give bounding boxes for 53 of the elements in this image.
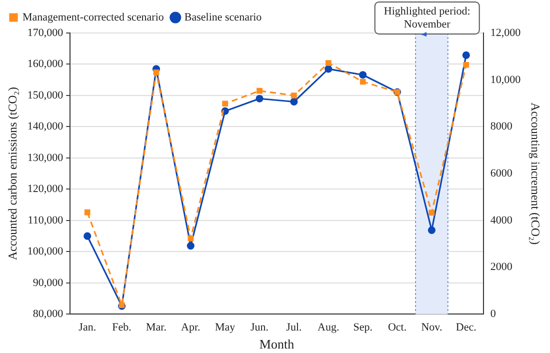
y2-tick-label: 2000 xyxy=(490,261,513,274)
text: Highlighted period: November xyxy=(384,5,470,30)
y-tick-label: 130,000 xyxy=(27,152,64,164)
x-tick-label: Sep. xyxy=(353,322,373,334)
x-tick-label: Apr. xyxy=(181,322,201,334)
point xyxy=(463,62,470,68)
y-tick-label: 110,000 xyxy=(28,214,64,226)
point xyxy=(359,71,367,79)
y2-tick-label: 0 xyxy=(490,308,496,320)
x-tick-label: Jul. xyxy=(286,322,302,334)
y-tick-label: 170,000 xyxy=(27,26,64,39)
x-tick-label: Feb. xyxy=(112,322,132,334)
x-tick-label: Dec. xyxy=(456,322,477,334)
y-tick-label: 80,000 xyxy=(32,308,64,320)
y-tick-label: 90,000 xyxy=(32,276,64,289)
y-axis-title: Accounted carbon emissions (tCO₂) xyxy=(5,87,20,260)
point xyxy=(428,226,436,234)
point xyxy=(153,69,160,76)
y-tick-label: 140,000 xyxy=(27,120,64,133)
y-tick-label: 150,000 xyxy=(27,89,64,102)
point xyxy=(84,209,90,216)
x-axis-title: Month xyxy=(259,336,295,352)
point xyxy=(291,92,297,98)
y2-tick-label: 4000 xyxy=(490,214,513,226)
x-tick-label: Aug. xyxy=(318,322,340,334)
legend-label: Baseline scenario xyxy=(184,11,262,24)
point xyxy=(84,232,92,240)
point xyxy=(188,235,194,242)
point xyxy=(324,65,332,73)
point xyxy=(360,78,366,85)
point xyxy=(428,210,435,216)
x-tick-label: Nov. xyxy=(421,322,442,334)
y2-tick-label: 6000 xyxy=(490,167,513,180)
y-tick-label: 120,000 xyxy=(27,183,64,196)
point xyxy=(290,98,298,106)
y-tick-label: 160,000 xyxy=(27,58,64,70)
y2-tick-label: 10,000 xyxy=(490,74,522,86)
x-tick-label: Mar. xyxy=(146,322,167,334)
y2-axis-title: Accounting increment (tCO₂) xyxy=(528,102,543,245)
point xyxy=(325,60,332,66)
x-tick-label: Jan. xyxy=(78,322,96,334)
point xyxy=(186,242,194,250)
point xyxy=(256,88,262,94)
x-tick-label: May xyxy=(215,322,236,334)
point xyxy=(222,100,228,107)
y-tick-label: 100,000 xyxy=(27,246,64,258)
point xyxy=(462,51,470,59)
x-tick-label: Oct. xyxy=(388,322,407,334)
point xyxy=(256,94,264,102)
x-tick-label: Jun. xyxy=(250,322,269,334)
legend-label: Management-corrected scenario xyxy=(22,11,164,24)
y2-tick-label: 8000 xyxy=(490,120,513,133)
y2-tick-label: 12,000 xyxy=(490,26,522,39)
